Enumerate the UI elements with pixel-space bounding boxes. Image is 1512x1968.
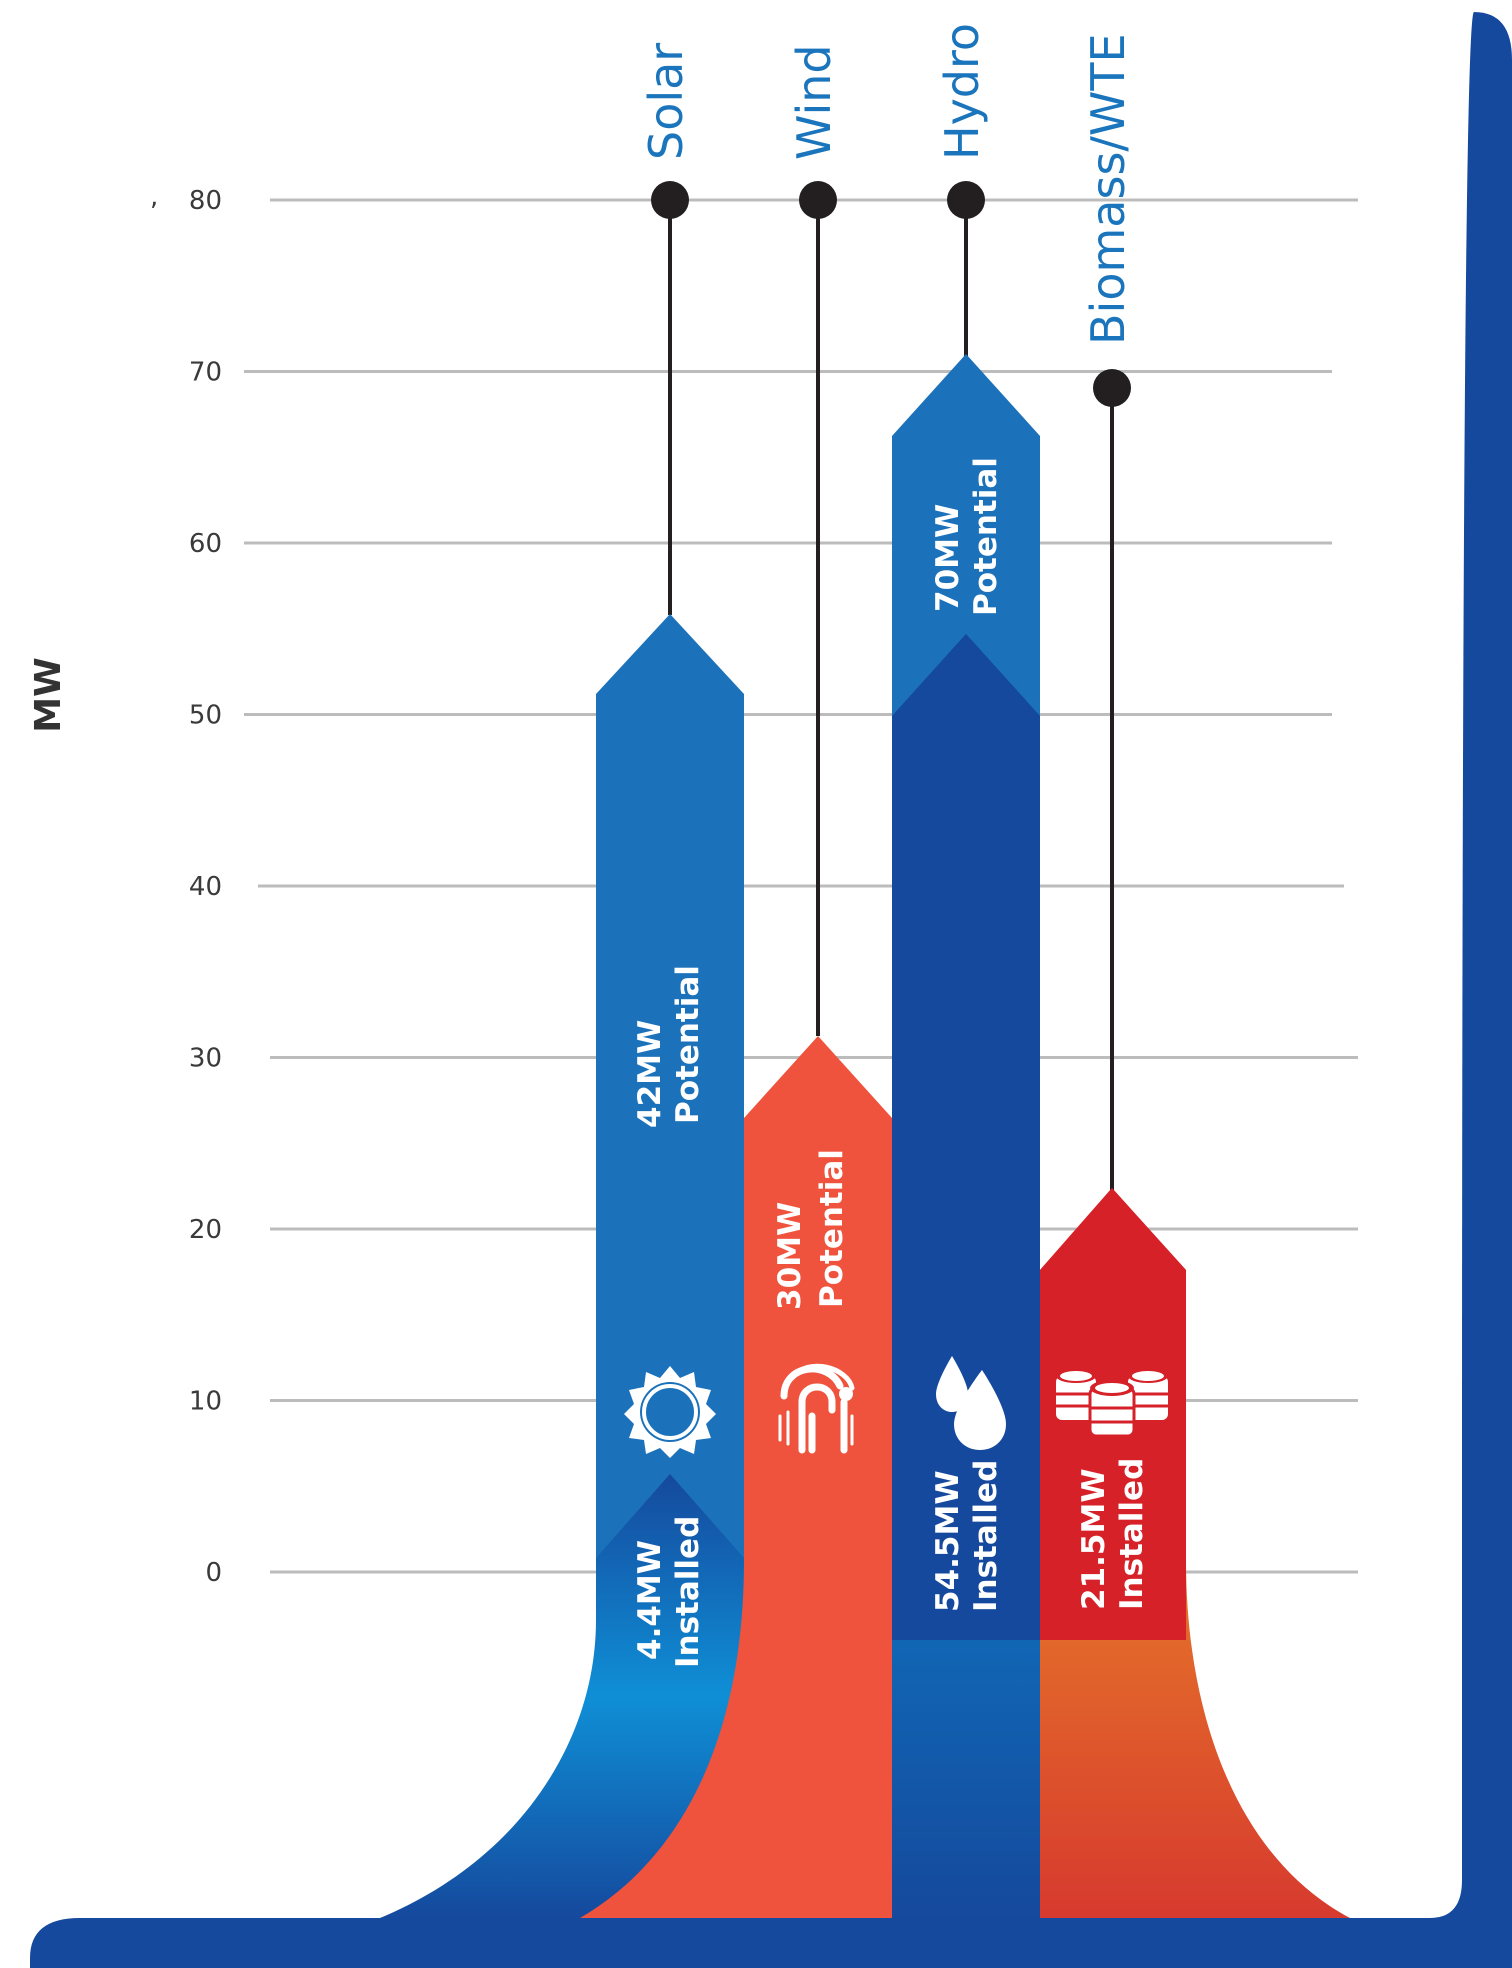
sun-icon	[624, 1366, 716, 1458]
lollipop-stems	[651, 181, 1131, 1190]
frame	[30, 12, 1512, 1968]
bar-label-wind-potential-value: 30MW	[772, 1202, 808, 1310]
bar-solar-potential	[596, 614, 744, 1560]
bars	[380, 354, 1350, 1918]
category-label-solar: Solar	[639, 43, 693, 160]
bar-hydro-main-top	[892, 634, 1040, 1640]
bar-label-biomass-installed-value: 21.5MW	[1076, 1468, 1112, 1610]
bar-label-hydro-potential-kind: Potential	[968, 457, 1004, 616]
y-tick-label-0: 0	[205, 1558, 222, 1588]
y-tick-label-70: 70	[189, 358, 222, 388]
y-tick-label-50: 50	[189, 701, 222, 731]
y-tick-label-20: 20	[189, 1215, 222, 1245]
category-label-biomass: Biomass/WTE	[1081, 33, 1135, 345]
stray-mark: ,	[150, 182, 158, 212]
bar-label-hydro-potential-value: 70MW	[930, 504, 966, 612]
category-label-hydro: Hydro	[935, 23, 989, 160]
y-tick-label-40: 40	[189, 872, 222, 902]
bar-wind-potential	[744, 1036, 892, 1918]
bar-label-hydro-installed-value: 54.5MW	[930, 1470, 966, 1612]
y-tick-label-10: 10	[189, 1387, 222, 1417]
water-drop-icon	[936, 1356, 1006, 1450]
y-tick-label-80: 80	[189, 186, 222, 216]
bar-label-solar-potential-value: 42MW	[632, 1020, 668, 1128]
bar-solar-installed-stem	[380, 1474, 744, 1918]
bar-wind-stem	[580, 1560, 744, 1918]
bar-label-biomass-installed-kind: Installed	[1114, 1458, 1150, 1610]
bar-value-labels: 42MW Potential 4.4MW Installed 30MW Pote…	[632, 457, 1150, 1668]
y-axis-label: MW	[28, 657, 69, 733]
barrels-icon	[1056, 1369, 1168, 1438]
bar-label-solar-installed-kind: Installed	[670, 1516, 706, 1668]
category-labels: Solar Wind Hydro Biomass/WTE	[639, 23, 1135, 345]
bar-label-solar-installed-value: 4.4MW	[632, 1540, 668, 1660]
bar-hydro-potential	[892, 354, 1040, 716]
y-tick-label-60: 60	[189, 529, 222, 559]
dot-solar	[651, 181, 689, 219]
bar-label-solar-potential-kind: Potential	[670, 965, 706, 1124]
bar-label-wind-potential-kind: Potential	[814, 1149, 850, 1308]
bar-icons	[624, 1356, 1168, 1458]
bar-label-hydro-installed-kind: Installed	[968, 1460, 1004, 1612]
dot-wind	[799, 181, 837, 219]
dot-hydro	[947, 181, 985, 219]
y-tick-label-30: 30	[189, 1044, 222, 1074]
dot-biomass	[1093, 369, 1131, 407]
category-label-wind: Wind	[787, 44, 841, 160]
wind-turbine-icon	[778, 1363, 855, 1454]
